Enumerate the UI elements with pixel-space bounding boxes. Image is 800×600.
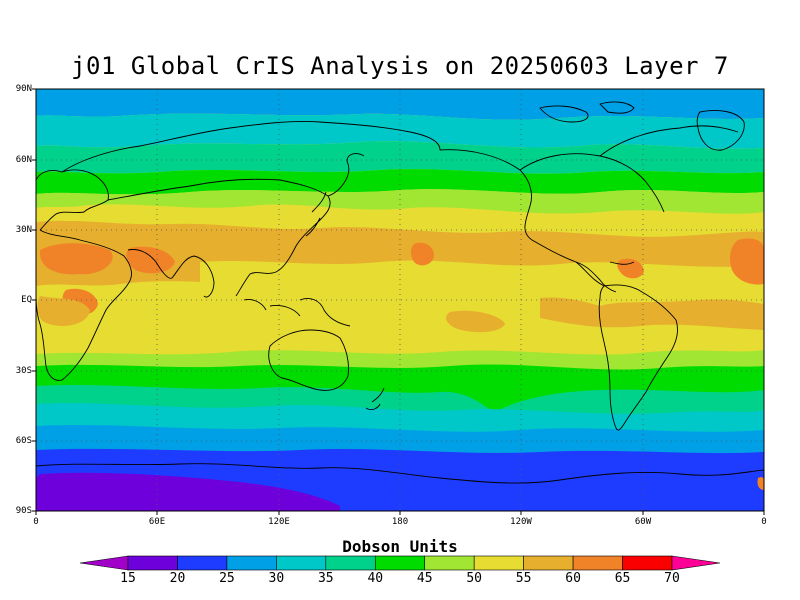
lat-label: 90N — [15, 84, 32, 94]
colorbar-segment — [572, 555, 623, 571]
colorbar-segment — [424, 555, 475, 571]
colorbar-segment — [127, 555, 178, 571]
colorbar-tick-label: 55 — [515, 571, 532, 586]
lat-label: EQ — [21, 295, 32, 305]
coastlines — [36, 101, 764, 484]
colorbar-tick-label: 40 — [367, 571, 384, 586]
colorbar-segment — [325, 555, 376, 571]
colorbar-tick-label: 35 — [317, 571, 334, 586]
colorbar-tick-label: 45 — [416, 571, 433, 586]
colorbar-segment — [226, 555, 277, 571]
colorbar-tick-label: 15 — [120, 571, 136, 586]
lat-label: 60S — [15, 436, 32, 446]
colorbar — [79, 555, 721, 571]
colorbar-segment — [622, 555, 673, 571]
colorbar-tick-label: 60 — [565, 571, 581, 586]
lat-label: 30S — [15, 366, 32, 376]
lon-label: 0 — [761, 517, 767, 527]
colorbar-tick-label: 25 — [219, 571, 235, 586]
colorbar-title: Dobson Units — [342, 537, 458, 556]
colorbar-segment — [177, 555, 228, 571]
colorbar-segment — [523, 555, 574, 571]
colorbar-tick-label: 20 — [169, 571, 186, 586]
ozone-field — [36, 89, 764, 511]
colorbar-tick-label: 70 — [664, 571, 680, 586]
colorbar-tick-label: 50 — [466, 571, 482, 586]
colorbar-segment — [276, 555, 327, 571]
lat-label: 90S — [15, 506, 32, 516]
lat-label: 30N — [15, 225, 32, 235]
map-title: j01 Global CrIS Analysis on 20250603 Lay… — [71, 52, 729, 80]
lon-label: 120E — [268, 517, 290, 527]
colorbar-segment — [374, 555, 426, 571]
colorbar-tick-label: 65 — [614, 571, 631, 586]
lon-label: 60E — [148, 517, 166, 527]
colorbar-segment — [473, 555, 524, 571]
colorbar-tick-label: 30 — [268, 571, 285, 586]
lat-label: 60N — [15, 155, 32, 165]
lon-label: 120W — [510, 517, 532, 527]
lon-label: 0 — [33, 517, 39, 527]
lon-label: 180 — [391, 517, 409, 527]
colorbar-extend-high — [671, 555, 721, 571]
colorbar-extend-low — [79, 555, 129, 571]
lon-label: 60W — [634, 517, 652, 527]
